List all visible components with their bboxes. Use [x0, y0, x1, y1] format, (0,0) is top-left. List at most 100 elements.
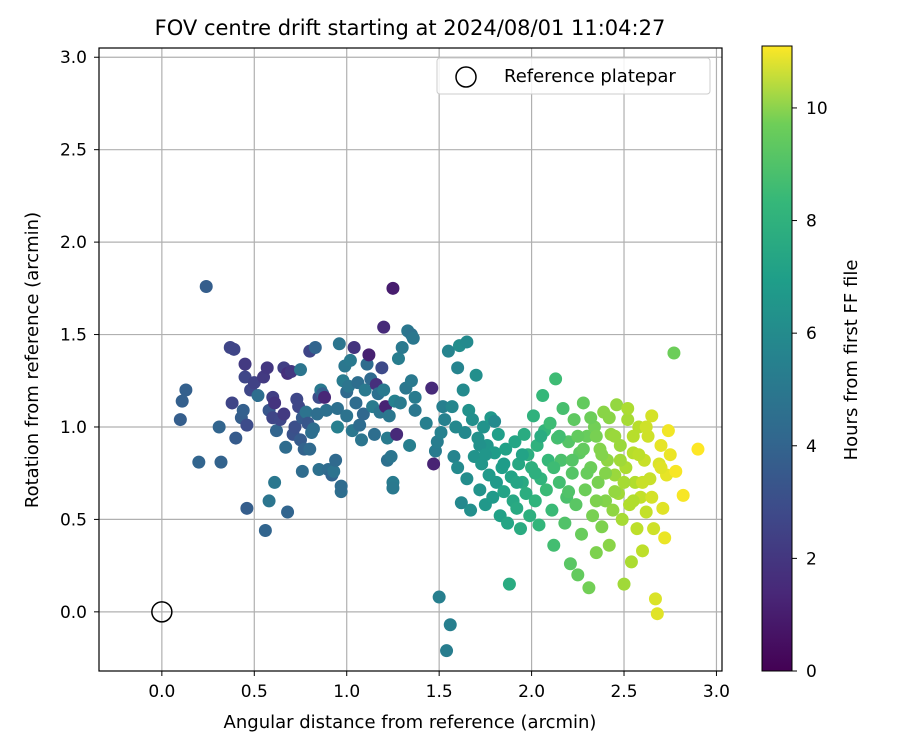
data-point	[236, 403, 250, 417]
x-tick-label: 0.0	[148, 682, 175, 702]
data-point	[571, 429, 585, 443]
data-point	[626, 429, 640, 443]
data-point	[639, 420, 653, 434]
data-point	[636, 475, 650, 489]
data-point	[532, 518, 546, 532]
data-point	[534, 429, 548, 443]
data-point	[258, 524, 272, 538]
data-point	[606, 503, 620, 517]
data-point	[617, 577, 631, 591]
data-point	[318, 390, 332, 404]
legend-box	[436, 57, 711, 95]
data-point	[192, 455, 206, 469]
data-point	[654, 461, 668, 475]
data-point	[582, 581, 596, 595]
data-point	[556, 401, 570, 415]
data-point	[281, 505, 295, 519]
data-point	[552, 475, 566, 489]
data-point	[330, 420, 344, 434]
data-point	[599, 466, 613, 480]
data-point	[294, 363, 308, 377]
data-point	[528, 494, 542, 508]
data-point	[519, 487, 533, 501]
data-point	[563, 557, 577, 571]
x-tick-label: 1.0	[333, 682, 360, 702]
data-point	[229, 431, 243, 445]
colorbar-tick-label: 10	[806, 99, 828, 119]
data-point	[308, 340, 322, 354]
y-tick-label: 1.5	[60, 326, 87, 346]
data-point	[571, 568, 585, 582]
data-point	[547, 461, 561, 475]
data-point	[669, 464, 683, 478]
data-point	[621, 413, 635, 427]
data-point	[312, 462, 326, 476]
data-point	[306, 422, 320, 436]
data-point	[454, 496, 468, 510]
data-point	[650, 607, 664, 621]
data-point	[602, 538, 616, 552]
y-tick-label: 0.5	[60, 510, 87, 530]
data-point	[451, 361, 465, 375]
y-axis-label: Rotation from reference (arcmin)	[22, 212, 43, 508]
data-point	[173, 413, 187, 427]
data-point	[175, 394, 189, 408]
data-point	[356, 407, 370, 421]
data-point	[501, 516, 515, 530]
data-point	[386, 481, 400, 495]
data-point	[332, 337, 346, 351]
data-point	[491, 427, 505, 441]
legend-label: Reference platepar	[504, 66, 676, 87]
data-point	[661, 424, 675, 438]
x-tick-label: 3.0	[703, 682, 730, 702]
data-point	[408, 390, 422, 404]
data-point	[443, 618, 457, 632]
colorbar	[761, 45, 793, 672]
data-point	[552, 429, 566, 443]
scatter-points	[173, 279, 705, 658]
plot-frame	[98, 47, 723, 672]
data-point	[636, 544, 650, 558]
y-tick-label: 2.5	[60, 141, 87, 161]
data-point	[358, 383, 372, 397]
data-point	[377, 383, 391, 397]
data-point	[330, 401, 344, 415]
data-point	[460, 335, 474, 349]
data-point	[580, 429, 594, 443]
data-point	[277, 407, 291, 421]
data-point	[460, 472, 474, 486]
data-point	[403, 438, 417, 452]
data-point	[456, 383, 470, 397]
data-point	[658, 531, 672, 545]
data-point	[647, 522, 661, 536]
data-point	[639, 505, 653, 519]
data-point	[513, 522, 527, 536]
data-point	[586, 509, 600, 523]
colorbar-label: Hours from first FF file	[841, 260, 862, 461]
reference-marker	[151, 601, 173, 623]
x-tick-label: 2.0	[518, 682, 545, 702]
data-point	[565, 466, 579, 480]
data-point	[279, 440, 293, 454]
data-point	[508, 435, 522, 449]
data-point	[599, 494, 613, 508]
data-point	[362, 348, 376, 362]
data-point	[580, 466, 594, 480]
data-point	[406, 331, 420, 345]
data-point	[382, 409, 396, 423]
data-point	[589, 494, 603, 508]
data-point	[262, 494, 276, 508]
colorbar-ticks: 0 2 4 6 8 10	[792, 99, 828, 682]
data-point	[510, 475, 524, 489]
data-point	[458, 426, 472, 440]
data-point	[419, 416, 433, 430]
data-point	[654, 438, 668, 452]
data-point	[536, 389, 550, 403]
data-point	[303, 442, 317, 456]
data-point	[340, 409, 354, 423]
data-point	[464, 503, 478, 517]
data-point	[526, 409, 540, 423]
data-point	[578, 483, 592, 497]
data-point	[515, 448, 529, 462]
